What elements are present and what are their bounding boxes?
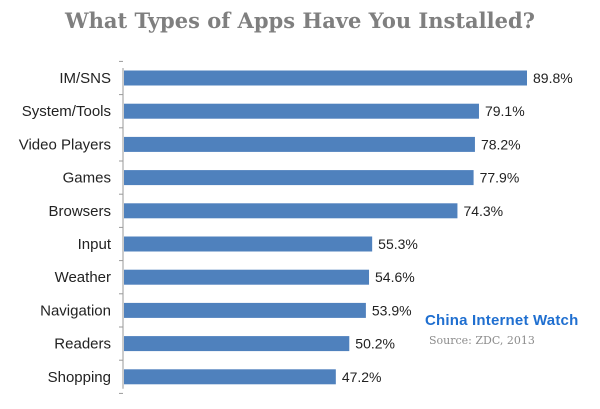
category-label: Shopping bbox=[48, 369, 111, 386]
value-label: 89.8% bbox=[533, 70, 573, 86]
category-label: System/Tools bbox=[22, 103, 111, 120]
category-label: Readers bbox=[54, 336, 111, 353]
bar-games bbox=[124, 170, 474, 186]
category-label: IM/SNS bbox=[59, 70, 111, 87]
value-label: 77.9% bbox=[480, 170, 520, 186]
source-note: Source: ZDC, 2013 bbox=[429, 334, 535, 347]
category-label: Weather bbox=[55, 269, 111, 286]
value-label: 55.3% bbox=[378, 236, 418, 252]
category-label: Video Players bbox=[19, 136, 111, 153]
bar-video-players bbox=[124, 136, 475, 152]
value-label: 74.3% bbox=[463, 203, 503, 219]
bar-shopping bbox=[124, 369, 336, 385]
bar-navigation bbox=[124, 302, 366, 318]
category-label: Navigation bbox=[40, 302, 111, 319]
value-label: 54.6% bbox=[375, 269, 415, 285]
value-label: 79.1% bbox=[485, 103, 525, 119]
category-label: Games bbox=[63, 170, 111, 187]
chart-title: What Types of Apps Have You Installed? bbox=[65, 8, 535, 33]
bar-im-sns bbox=[124, 70, 527, 86]
value-label: 78.2% bbox=[481, 136, 521, 152]
category-label: Input bbox=[78, 236, 112, 253]
bar-weather bbox=[124, 269, 370, 285]
bar-browsers bbox=[124, 203, 458, 219]
value-label: 47.2% bbox=[342, 369, 382, 385]
value-label: 53.9% bbox=[372, 302, 412, 318]
category-label: Browsers bbox=[48, 203, 111, 220]
bar-input bbox=[124, 236, 373, 252]
bar-system-tools bbox=[124, 103, 479, 119]
brand-watermark: China Internet Watch bbox=[425, 312, 579, 329]
bar-readers bbox=[124, 336, 350, 352]
value-label: 50.2% bbox=[355, 336, 395, 352]
